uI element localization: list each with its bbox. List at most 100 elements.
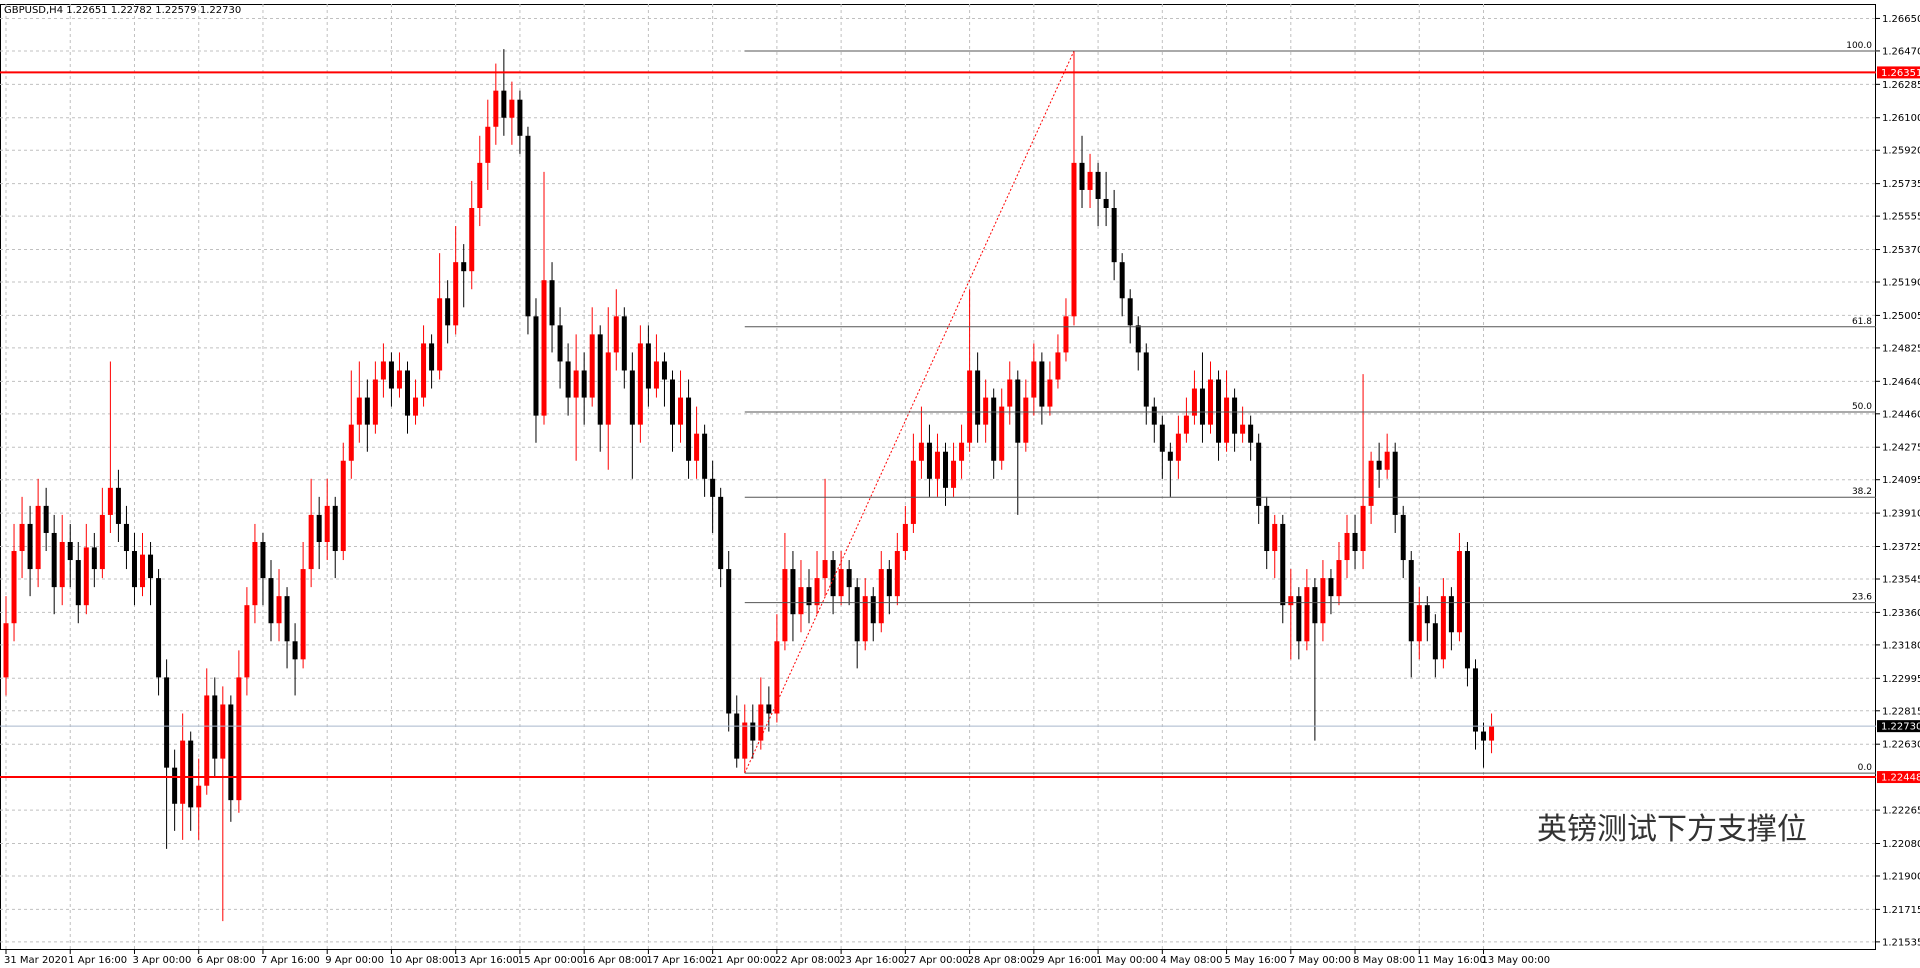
candle-body — [1175, 433, 1181, 461]
candle-body — [718, 496, 724, 570]
candle-body — [284, 596, 290, 642]
candle-body — [11, 551, 17, 624]
candle-body — [1111, 208, 1117, 263]
candle-body — [260, 541, 266, 579]
fib-label: 23.6 — [1852, 593, 1872, 603]
candle-body — [1127, 298, 1133, 326]
candle-body — [1280, 523, 1286, 606]
candle-body — [637, 343, 643, 425]
candle-body — [252, 541, 258, 606]
x-tick-label: 16 Apr 08:00 — [582, 955, 647, 966]
candle-body — [653, 361, 659, 389]
candle-body — [1464, 551, 1470, 669]
x-tick-label: 8 May 08:00 — [1353, 955, 1415, 966]
candle-body — [734, 713, 740, 759]
y-tick-label: 1.25005 — [1882, 311, 1920, 322]
y-tick-label: 1.25555 — [1882, 212, 1920, 223]
x-tick-label: 23 Apr 16:00 — [839, 955, 904, 966]
y-tick-label: 1.24460 — [1882, 409, 1920, 420]
candle-body — [951, 460, 957, 488]
y-tick-label: 1.22815 — [1882, 706, 1920, 717]
candle-body — [581, 370, 587, 398]
y-tick-label: 1.25190 — [1882, 278, 1920, 289]
x-tick-label: 1 Apr 16:00 — [68, 955, 127, 966]
candle-body — [1416, 605, 1422, 642]
y-tick-label: 1.21715 — [1882, 905, 1920, 916]
y-tick-label: 1.24275 — [1882, 443, 1920, 454]
y-tick-label: 1.22630 — [1882, 740, 1920, 751]
candle-body — [1424, 605, 1430, 624]
candle-body — [838, 569, 844, 597]
y-tick-label: 1.25735 — [1882, 179, 1920, 190]
candles — [3, 49, 1495, 922]
x-tick-label: 7 May 00:00 — [1289, 955, 1351, 966]
y-tick-label: 1.21900 — [1882, 871, 1920, 882]
x-tick-label: 22 Apr 08:00 — [775, 955, 840, 966]
candle-body — [3, 623, 9, 678]
candle-body — [830, 560, 836, 597]
x-tick-label: 31 Mar 2020 — [4, 955, 67, 966]
candle-body — [1224, 397, 1230, 443]
candle-body — [1151, 406, 1157, 425]
candle-body — [67, 541, 73, 561]
candle-body — [300, 569, 306, 660]
candle-body — [1031, 361, 1037, 398]
candle-body — [180, 740, 186, 804]
candle-body — [822, 560, 828, 579]
candle-body — [148, 554, 154, 579]
candle-body — [99, 514, 105, 570]
y-tick-label: 1.22265 — [1882, 806, 1920, 817]
candle-body — [1360, 505, 1366, 552]
candle-body — [348, 424, 354, 461]
candle-body — [959, 442, 965, 461]
y-tick-label: 1.22995 — [1882, 674, 1920, 685]
candle-body — [758, 704, 764, 741]
fib-label: 0.0 — [1858, 763, 1873, 773]
candle-body — [854, 587, 860, 642]
candle-body — [228, 704, 234, 801]
candle-body — [27, 523, 33, 570]
fib-label: 100.0 — [1846, 41, 1872, 51]
candle-body — [878, 569, 884, 624]
x-tick-label: 13 Apr 16:00 — [454, 955, 519, 966]
y-tick-label: 1.23180 — [1882, 640, 1920, 651]
candle-body — [1472, 668, 1478, 732]
candle-body — [91, 547, 97, 570]
candle-body — [35, 505, 41, 570]
candle-body — [405, 370, 410, 416]
candle-body — [19, 523, 25, 552]
x-tick-label: 11 May 16:00 — [1417, 955, 1486, 966]
candle-body — [1368, 460, 1374, 506]
candle-body — [75, 560, 81, 606]
candle-body — [1103, 198, 1109, 209]
candle-body — [678, 397, 684, 425]
candle-body — [493, 90, 499, 127]
candle-body — [798, 587, 804, 615]
candle-body — [1264, 505, 1270, 552]
y-tick-label: 1.26650 — [1882, 14, 1920, 25]
candle-body — [975, 370, 981, 425]
candle-body — [1240, 424, 1246, 434]
candle-body — [1063, 316, 1069, 353]
candle-body — [156, 578, 162, 678]
candle-body — [107, 487, 113, 515]
candle-body — [1039, 361, 1045, 407]
candle-body — [204, 695, 210, 786]
candle-body — [372, 379, 378, 425]
last-price-label: 1.22730 — [1881, 722, 1920, 733]
candle-body — [943, 451, 949, 488]
candle-body — [1199, 388, 1205, 425]
fib-label: 50.0 — [1852, 402, 1872, 412]
candle-body — [1256, 442, 1262, 506]
candle-body — [1015, 379, 1021, 443]
fib-label: 61.8 — [1852, 317, 1872, 327]
candle-body — [1232, 397, 1238, 434]
grid — [0, 4, 1876, 950]
y-tick-label: 1.25370 — [1882, 245, 1920, 256]
candle-body — [236, 677, 242, 801]
candle-body — [766, 704, 772, 714]
candle-body — [926, 442, 932, 479]
candle-body — [1167, 451, 1173, 461]
x-tick-label: 10 Apr 08:00 — [389, 955, 454, 966]
